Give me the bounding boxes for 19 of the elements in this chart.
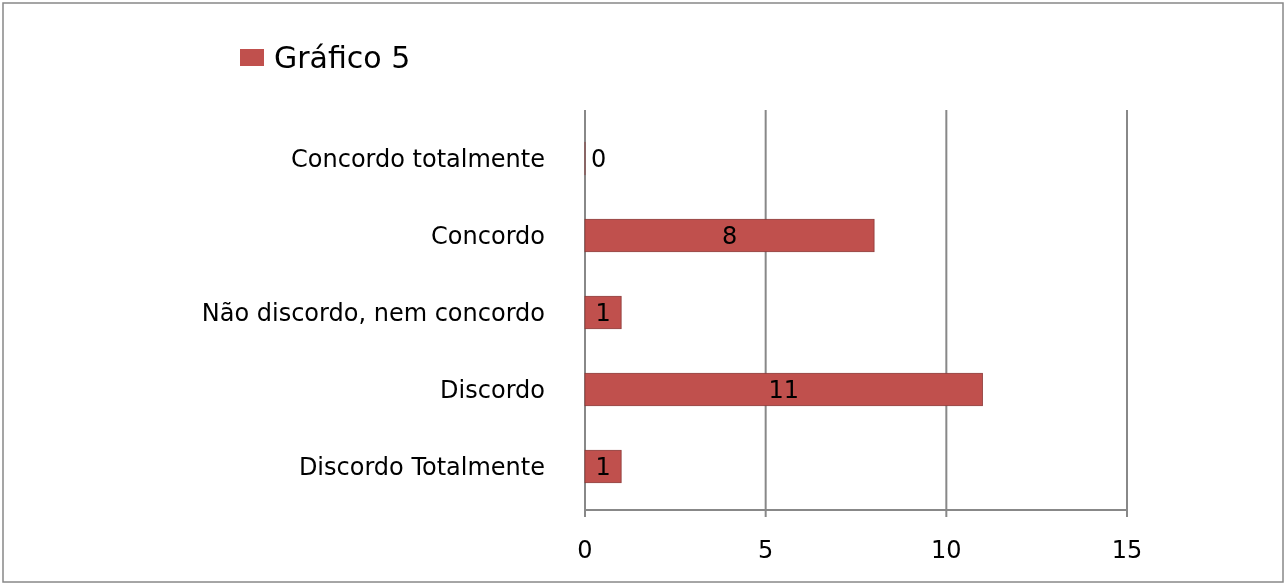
x-tick-label: 5 (758, 536, 774, 564)
bar (584, 372, 983, 407)
data-label: 1 (595, 298, 611, 327)
y-tick-label: Concordo totalmente (291, 144, 545, 173)
data-label: 1 (595, 452, 611, 481)
data-label: 11 (768, 375, 800, 404)
y-tick-label: Discordo Totalmente (298, 452, 545, 481)
bar (584, 449, 622, 484)
y-tick-label: Discordo (440, 375, 545, 404)
x-tick-label: 0 (577, 536, 593, 564)
y-tick-label: Não discordo, nem concordo (201, 298, 545, 327)
legend-label: Gráfico 5 (274, 39, 411, 75)
data-label: 0 (591, 144, 607, 173)
x-tick-label: 15 (1111, 536, 1143, 564)
bar (584, 295, 622, 330)
y-tick-label: Concordo (431, 221, 545, 250)
bar (584, 218, 875, 253)
data-label: 8 (721, 221, 738, 250)
x-tick-label: 10 (931, 536, 962, 564)
